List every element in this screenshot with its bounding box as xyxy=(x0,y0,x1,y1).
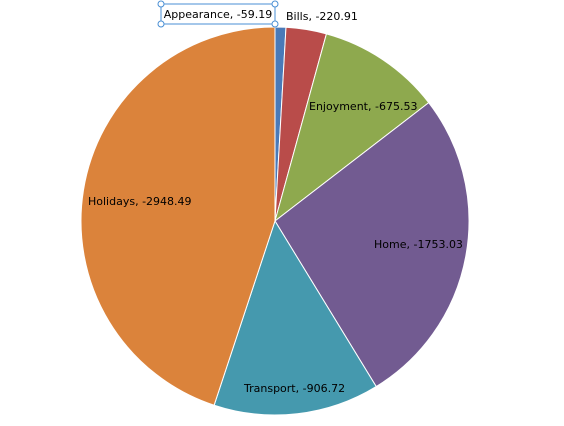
data-label-appearance[interactable]: Appearance, -59.19 xyxy=(164,8,273,21)
data-label-holidays[interactable]: Holidays, -2948.49 xyxy=(88,195,192,208)
data-label-enjoyment[interactable]: Enjoyment, -675.53 xyxy=(309,100,417,113)
pie-slice-holidays[interactable] xyxy=(80,26,276,406)
pie-slice-home[interactable] xyxy=(274,101,470,388)
data-label-bills[interactable]: Bills, -220.91 xyxy=(286,10,358,23)
selection-handle[interactable] xyxy=(271,0,279,8)
pie-slice-transport[interactable] xyxy=(213,219,377,416)
selection-handle[interactable] xyxy=(157,0,165,8)
selection-handle[interactable] xyxy=(271,20,279,28)
data-label-home[interactable]: Home, -1753.03 xyxy=(374,238,463,251)
selection-handle[interactable] xyxy=(157,20,165,28)
pie-slice-enjoyment[interactable] xyxy=(274,33,430,223)
selection-box[interactable] xyxy=(160,3,276,25)
data-label-transport[interactable]: Transport, -906.72 xyxy=(243,382,345,395)
